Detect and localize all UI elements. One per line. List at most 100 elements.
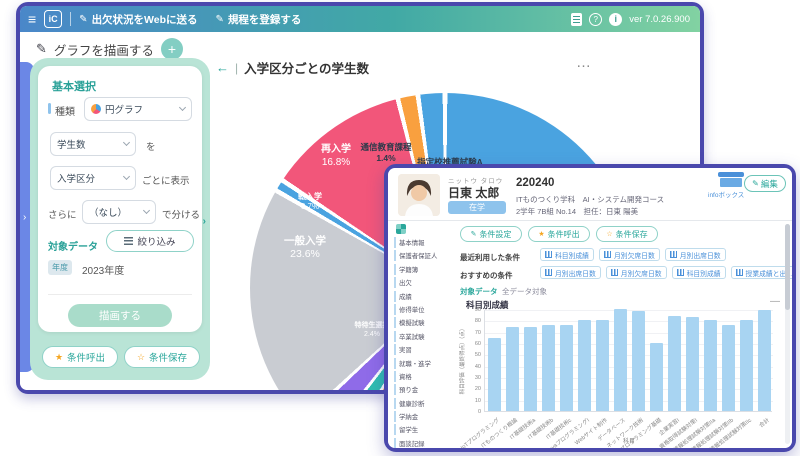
graph-type-select[interactable]: 円グラフ (84, 97, 192, 121)
condition-chip[interactable]: 月別出席日数 (664, 248, 726, 261)
add-graph-button[interactable]: + (160, 38, 183, 60)
condition-chip[interactable]: 科目別成績 (540, 248, 594, 261)
gridline (485, 389, 773, 391)
split-select[interactable]: （なし） (82, 200, 156, 224)
bar[interactable] (559, 324, 573, 411)
condition-chip[interactable]: 月別出席日数 (540, 266, 601, 279)
bar[interactable] (505, 327, 519, 411)
section-title: 基本選択 (52, 81, 96, 93)
infobox-icon[interactable] (718, 172, 744, 187)
student-menu-item[interactable]: 資格 (394, 370, 454, 382)
star-filled-icon: ★ (538, 231, 545, 238)
panel-scrollbar[interactable] (785, 224, 790, 444)
expand-right-icon[interactable]: › (23, 212, 27, 223)
student-menu-item[interactable]: 健康診断 (394, 397, 454, 409)
group-select[interactable]: 入学区分 (50, 166, 136, 190)
bar[interactable] (541, 324, 555, 411)
filter-button[interactable]: 絞り込み (106, 230, 194, 252)
divider (48, 294, 192, 295)
panel-expand-icon[interactable]: › (202, 216, 206, 227)
condition-save-button[interactable]: ☆ 条件保存 (124, 346, 200, 368)
pie-type-icon (91, 104, 101, 114)
main-window: ≡ iC ✎ 出欠状況をWebに送る ✎ 規程を登録する ? i ver 7.0… (16, 2, 704, 394)
bar[interactable] (667, 315, 681, 411)
bar[interactable] (487, 338, 501, 411)
y-axis-tick: 50 (474, 352, 481, 359)
split-prefix: さらに (48, 210, 77, 221)
condition-chip[interactable]: 月別欠席日数 (598, 248, 660, 261)
draw-graph-button[interactable]: 描画する (68, 304, 172, 327)
menu-grid-icon (396, 224, 406, 234)
hamburger-menu-icon[interactable]: ≡ (28, 11, 37, 27)
edit-button[interactable]: ✎ 編集 (744, 175, 786, 192)
student-menu-item[interactable]: 学納金 (394, 411, 454, 423)
bar[interactable] (523, 327, 537, 411)
bar-chart-icon (603, 251, 611, 258)
help-icon[interactable]: ? (589, 12, 603, 26)
bar[interactable] (595, 320, 609, 411)
bar[interactable] (757, 310, 771, 411)
document-icon[interactable] (571, 12, 583, 26)
student-menu-item[interactable]: 模擬試験 (394, 317, 454, 329)
app-logo[interactable]: iC (44, 10, 63, 28)
student-menu-item[interactable]: 卒業試験 (394, 330, 454, 342)
condition-save-button[interactable]: ☆ 条件保存 (596, 226, 658, 242)
collapse-left-icon[interactable]: ← (216, 60, 229, 75)
edit-button-label: 編集 (760, 178, 778, 189)
header-action-label: 規程を登録する (227, 13, 302, 26)
metric-select[interactable]: 学生数 (50, 132, 136, 156)
version-label: ver 7.0.26.900 (629, 13, 690, 25)
subject-bar-chart[interactable]: 0 10 20 30 40 50 60 70 80 90 IoTプログラミング ITものつくり概論 IT… (460, 307, 773, 448)
condition-chip[interactable]: 授業成績と出… (730, 266, 792, 279)
student-menu-item[interactable]: 実習 (394, 344, 454, 356)
bar-chart-title: 科目別成績 (466, 300, 509, 310)
recommended-conditions-row: 月別出席日数 月別欠席日数 科目別成績 授業成績と出… (540, 266, 792, 279)
bar[interactable] (721, 324, 735, 411)
type-marker (48, 103, 51, 114)
condition-set-label: 条件設定 (479, 229, 512, 239)
info-icon[interactable]: i (609, 12, 623, 26)
bar[interactable] (631, 311, 645, 411)
toolbar-title: グラフを描画する (53, 43, 154, 58)
student-menu-item[interactable]: 基本情報 (394, 237, 454, 248)
student-menu-item[interactable]: 面談記録 (394, 437, 454, 448)
condition-set-button[interactable]: ✎ 条件設定 (460, 226, 522, 242)
condition-recall-button[interactable]: ★ 条件呼出 (42, 346, 118, 368)
student-menu-item[interactable]: 出欠 (394, 277, 454, 289)
student-menu-item[interactable]: 成績 (394, 290, 454, 302)
student-menu-item[interactable]: 学籍簿 (394, 263, 454, 275)
y-axis-tick: 90 (474, 307, 481, 313)
divider (388, 220, 792, 221)
bar[interactable] (649, 343, 663, 411)
bar[interactable] (613, 309, 627, 411)
bar[interactable] (577, 320, 591, 411)
chart-options-icon[interactable]: … (576, 54, 592, 71)
scrollbar-thumb[interactable] (785, 224, 790, 310)
enrollment-status-badge: 在学 (448, 201, 506, 214)
condition-recall-button[interactable]: ★ 条件呼出 (528, 226, 590, 242)
condition-chip[interactable]: 月別欠席日数 (605, 266, 667, 279)
y-axis-tick: 70 (474, 329, 481, 336)
chevron-down-icon (122, 138, 131, 147)
student-name-kana: ニットウ タロウ (448, 178, 504, 185)
student-menu-item[interactable]: 保護者保証人 (394, 250, 454, 262)
chevron-down-icon (122, 172, 131, 181)
clipboard-pencil-icon: ✎ (36, 41, 47, 56)
header-action-regulation[interactable]: ✎ 規程を登録する (216, 12, 302, 27)
metric-suffix: を (146, 142, 156, 153)
pie-chart-title: 入学区分ごとの学生数 (244, 62, 370, 76)
condition-chip[interactable]: 科目別成績 (671, 266, 726, 279)
filter-icon (124, 237, 134, 245)
header-action-attendance[interactable]: ✎ 出欠状況をWebに送る (79, 12, 197, 27)
chart-header: ← | 入学区分ごとの学生数 (216, 58, 369, 77)
student-menu-item[interactable]: 預り金 (394, 384, 454, 396)
bar[interactable] (685, 316, 699, 411)
minimize-icon[interactable]: — (770, 296, 780, 307)
student-menu-item[interactable]: 修得単位 (394, 303, 454, 315)
student-name: 日東 太郎 (448, 186, 500, 200)
bar[interactable] (739, 320, 753, 411)
student-menu-item[interactable]: 就職・進学 (394, 357, 454, 369)
bar[interactable] (703, 320, 717, 411)
student-menu-item[interactable]: 留学生 (394, 424, 454, 436)
student-id: 220240 (516, 177, 555, 189)
